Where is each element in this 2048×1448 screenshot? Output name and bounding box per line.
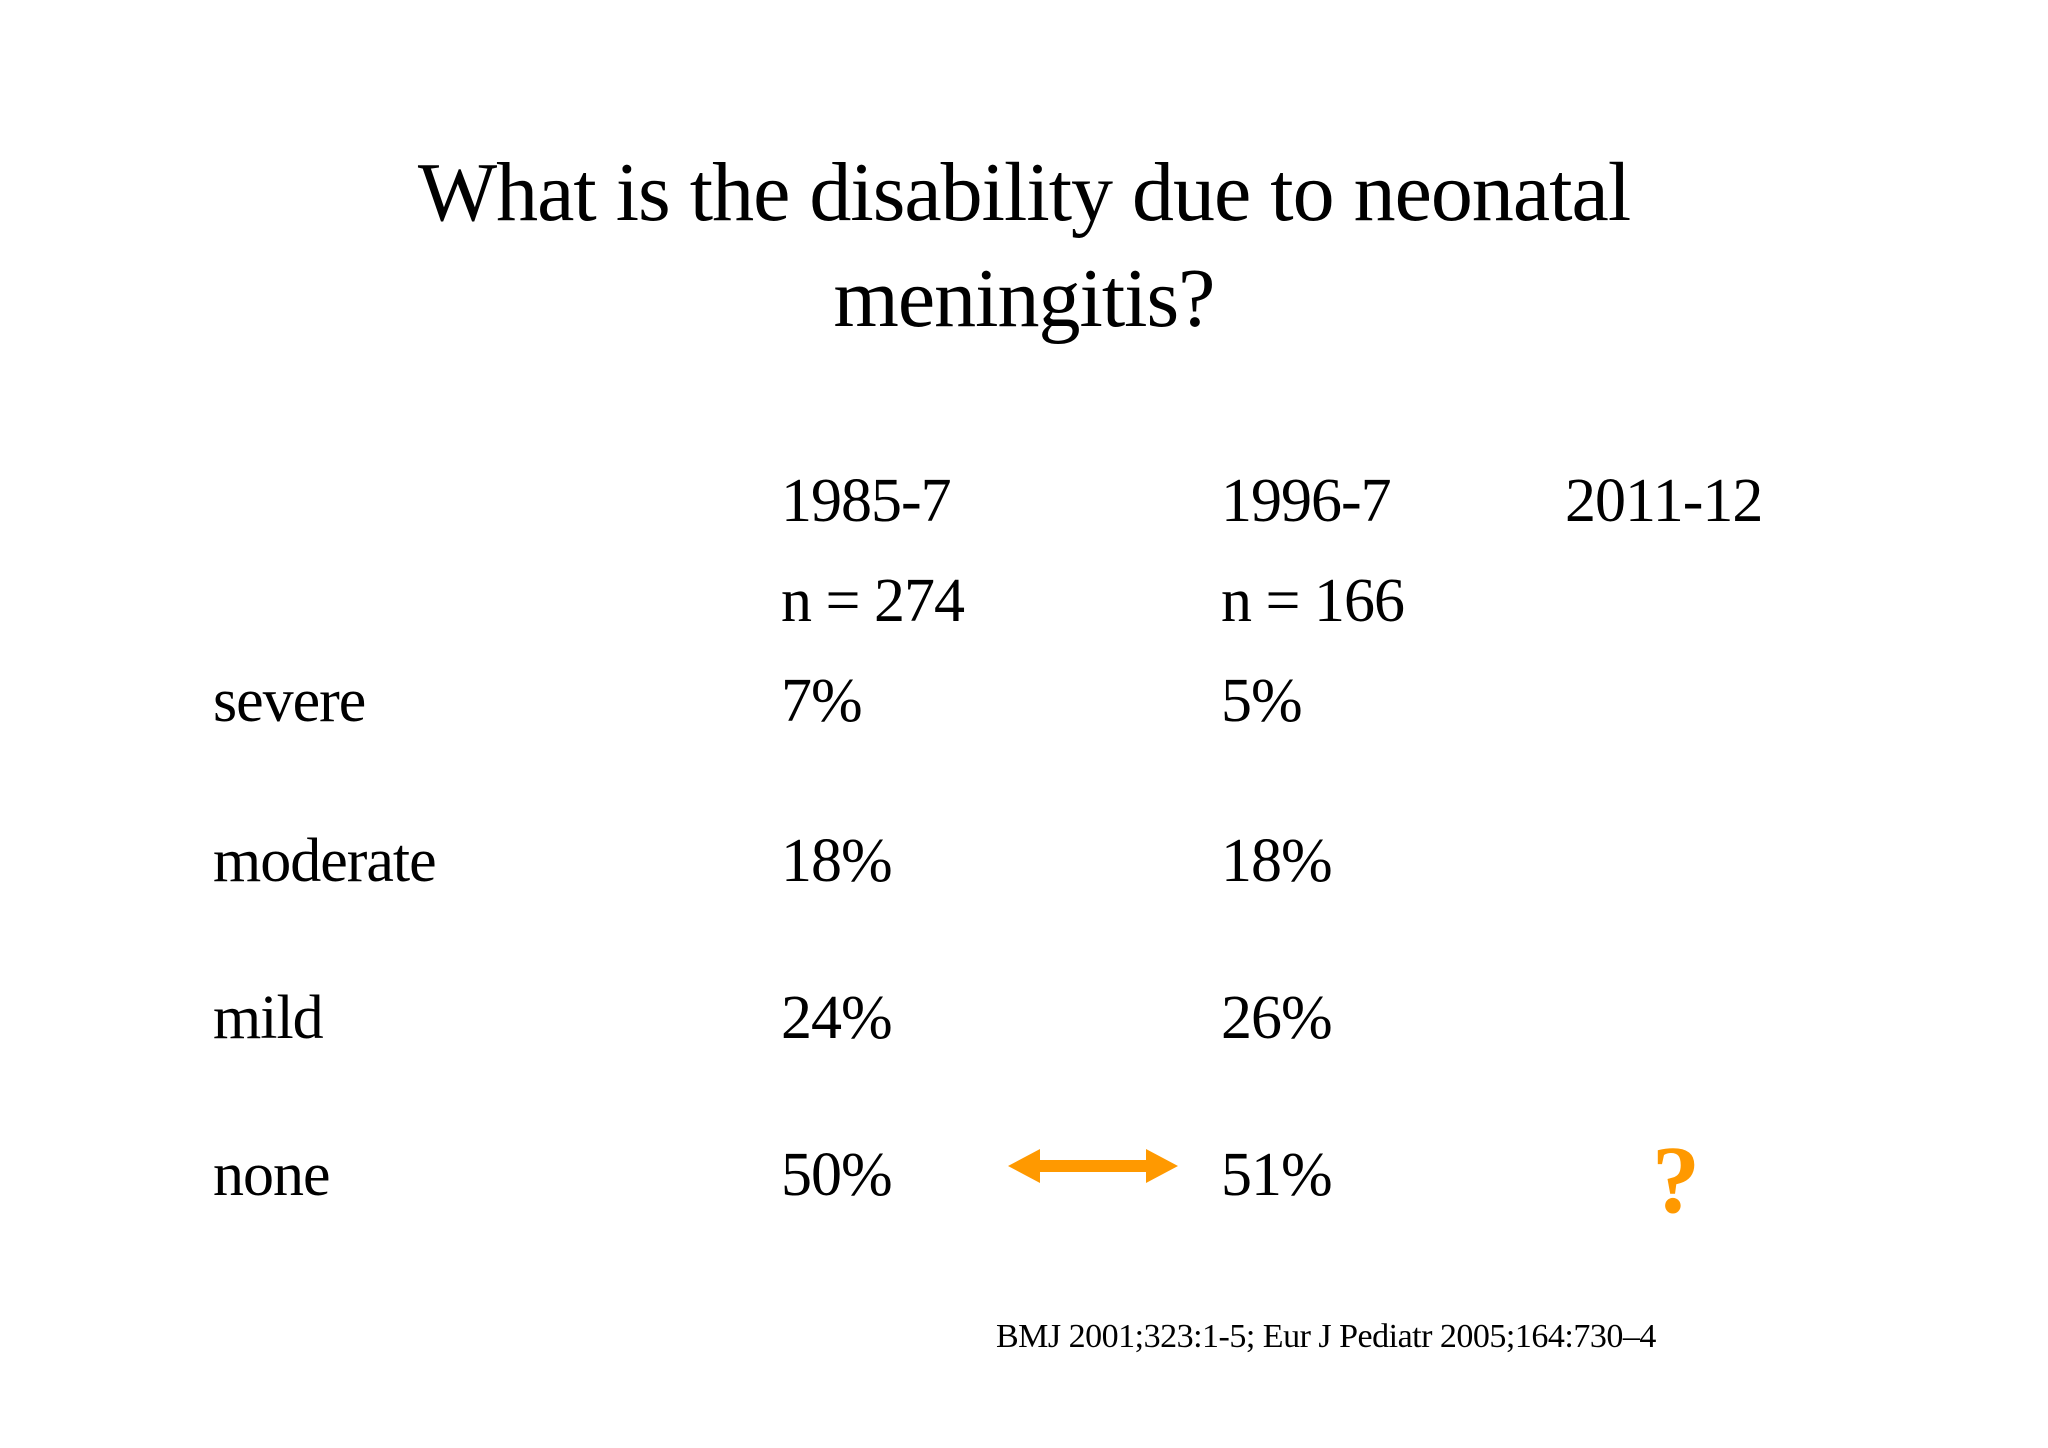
value-mild-1985: 24% — [781, 984, 893, 1052]
column-header-2011: 2011-12 — [1565, 467, 1763, 535]
title-line-2: meningitis? — [833, 252, 1216, 345]
value-moderate-1985: 18% — [781, 827, 893, 895]
row-label-mild: mild — [213, 984, 324, 1052]
row-label-none: none — [213, 1141, 331, 1209]
double-headed-arrow-icon — [1008, 1149, 1178, 1183]
value-severe-1996: 5% — [1221, 667, 1303, 735]
row-label-severe: severe — [213, 667, 366, 735]
citation: BMJ 2001;323:1-5; Eur J Pediatr 2005;164… — [996, 1318, 1656, 1355]
value-none-1996: 51% — [1221, 1141, 1333, 1209]
value-mild-1996: 26% — [1221, 984, 1333, 1052]
value-moderate-1996: 18% — [1221, 827, 1333, 895]
unknown-value-question-mark: ? — [1652, 1126, 1700, 1233]
row-label-moderate: moderate — [213, 827, 437, 895]
value-severe-1985: 7% — [781, 667, 863, 735]
slide-title: What is the disability due to neonatal m… — [0, 140, 2048, 352]
column-header-1996: 1996-7 — [1221, 467, 1392, 535]
value-none-1985: 50% — [781, 1141, 893, 1209]
sample-size-1985: n = 274 — [781, 567, 965, 635]
column-header-1985: 1985-7 — [781, 467, 952, 535]
title-line-1: What is the disability due to neonatal — [417, 146, 1631, 239]
sample-size-1996: n = 166 — [1221, 567, 1405, 635]
